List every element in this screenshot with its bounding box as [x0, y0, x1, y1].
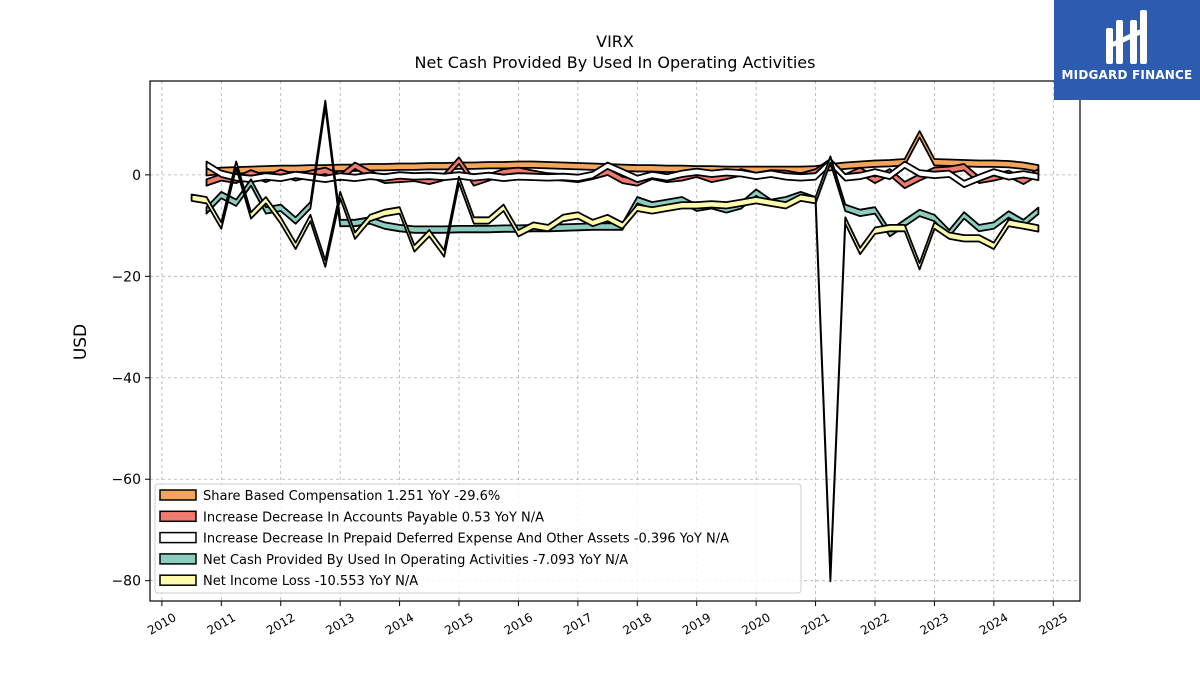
x-tick-label: 2023: [918, 610, 951, 637]
legend-label: Increase Decrease In Prepaid Deferred Ex…: [203, 532, 729, 547]
series-4-band: [205, 99, 1040, 238]
x-tick-label: 2013: [323, 610, 356, 637]
x-tick-label: 2012: [264, 610, 297, 637]
x-tick-label: 2015: [442, 610, 475, 637]
y-tick-label: −80: [111, 574, 141, 590]
series-3-band: [205, 158, 1040, 189]
legend-label: Share Based Compensation 1.251 YoY -29.6…: [203, 489, 500, 504]
legend-swatch: [159, 574, 197, 586]
legend-swatch: [159, 510, 197, 523]
y-tick-label: 0: [132, 168, 141, 184]
chart-title: VIRX: [596, 32, 634, 51]
logo-mark-icon: [1106, 10, 1147, 64]
x-tick-label: 2014: [383, 610, 416, 637]
x-tick-label: 2017: [561, 610, 594, 637]
legend-swatch: [159, 489, 197, 501]
chart-subtitle: Net Cash Provided By Used In Operating A…: [415, 53, 816, 72]
x-tick-label: 2011: [205, 610, 238, 637]
x-tick-label: 2019: [680, 610, 713, 637]
legend-swatch: [159, 553, 197, 565]
y-tick-label: −20: [111, 269, 141, 285]
x-tick-label: 2024: [977, 610, 1010, 637]
x-tick-label: 2010: [145, 610, 178, 637]
y-tick-label: −60: [111, 472, 141, 488]
plot-area: [190, 99, 1040, 583]
x-tick-label: 2016: [502, 610, 535, 637]
legend-box: [154, 483, 802, 594]
y-axis-label: USD: [71, 324, 91, 360]
x-tick-label: 2025: [1037, 610, 1070, 637]
x-tick-label: 2021: [799, 610, 832, 637]
legend-label: Net Cash Provided By Used In Operating A…: [203, 553, 628, 568]
plot-frame: [149, 80, 1081, 602]
x-tick-label: 2020: [739, 610, 772, 637]
legend-swatch: [159, 531, 197, 544]
logo-text: MIDGARD FINANCE: [1061, 68, 1193, 82]
legend: Share Based Compensation 1.251 YoY -29.6…: [154, 483, 802, 594]
legend-label: Increase Decrease In Accounts Payable 0.…: [203, 510, 544, 525]
x-tick-label: 2022: [858, 610, 891, 637]
logo: MIDGARD FINANCE: [1054, 0, 1200, 100]
y-tick-label: −40: [111, 371, 141, 387]
legend-label: Net Income Loss -10.553 YoY N/A: [203, 574, 418, 589]
x-tick-label: 2018: [621, 610, 654, 637]
series-5-band: [190, 160, 1040, 583]
